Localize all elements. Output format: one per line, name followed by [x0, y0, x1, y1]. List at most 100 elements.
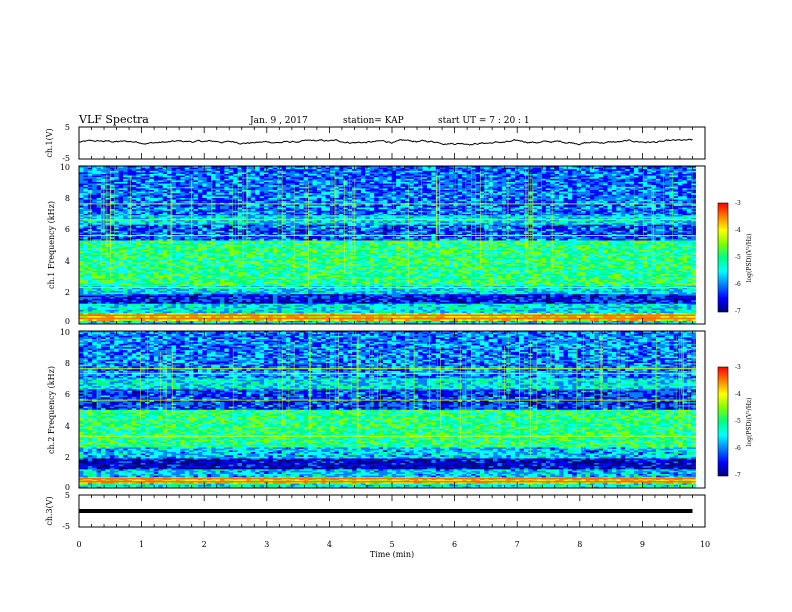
ch1-spectrogram-cell	[123, 305, 128, 307]
ch1-spectrogram-cell	[559, 319, 564, 321]
ch1-spectrogram-cell	[374, 313, 379, 315]
ch1-spectrogram-cell	[423, 321, 428, 323]
ch1-spectrogram-cell	[92, 307, 97, 309]
ch1-spectrogram-cell	[255, 313, 260, 315]
ch1-spectrogram-cell	[180, 308, 185, 310]
ch1-spectrogram-cell	[330, 303, 335, 305]
ch1-spectrogram-cell	[440, 305, 445, 307]
ch1-spectrogram-cell	[334, 313, 339, 315]
ch1-spectrogram-cell	[264, 303, 269, 305]
ch1-spectrogram-cell	[471, 313, 476, 315]
ch1-spectrogram-cell	[401, 313, 406, 315]
ch1-spectrogram-cell	[127, 319, 132, 321]
ch1-spectrogram-cell	[387, 319, 392, 321]
ch1-spectrogram-cell	[132, 303, 137, 305]
ch1-spectrogram-cell	[286, 321, 291, 323]
ch1-spectrogram-cell	[440, 307, 445, 309]
ch1-spectrogram-cell	[92, 321, 97, 323]
ch1-spectrogram-cell	[563, 319, 568, 321]
ch1-spectrogram-cell	[370, 321, 375, 323]
ch1-spectrogram-cell	[149, 305, 154, 307]
vlf-spectra-figure: VLF Spectra Jan. 9 , 2017 station= KAP s…	[0, 0, 792, 612]
ch1-spectrogram-cell	[546, 321, 551, 323]
ch1-spectrogram-cell	[194, 319, 199, 321]
ch1-spectrogram-cell	[418, 303, 423, 305]
ch1-spectrogram-cell	[665, 307, 670, 309]
ch1-spectrogram-cell	[123, 319, 128, 321]
ch1-spectrogram-cell	[145, 308, 150, 310]
ch1-spectrogram-cell	[260, 313, 265, 315]
ch1-spectrogram-cell	[370, 313, 375, 315]
ch1-spectrogram-cell	[594, 319, 599, 321]
ch1-spectrogram-cell	[114, 307, 119, 309]
ch1-spectrogram-cell	[127, 307, 132, 309]
ch1-spectrogram-cell	[594, 313, 599, 315]
ch1-spectrogram-cell	[660, 313, 665, 315]
ch1-spectrogram-cell	[136, 319, 141, 321]
ch1-spectrogram-cell	[625, 305, 630, 307]
ch1-spectrogram-cell	[317, 321, 322, 323]
ch1-spectrogram-cell	[656, 307, 661, 309]
ch1-spectrogram-cell	[141, 303, 146, 305]
ch1-spectrogram-cell	[277, 319, 282, 321]
ch1-spectrogram-cell	[299, 307, 304, 309]
ch1-spectrogram-cell	[634, 321, 639, 323]
ch1-spectrogram-cell	[652, 303, 657, 305]
ch1-spectrogram-cell	[149, 313, 154, 315]
ch1-spectrogram-cell	[101, 308, 106, 310]
ch1-spectrogram-cell	[691, 305, 696, 307]
ch1-spectrogram-cell	[348, 305, 353, 307]
ch1-spectrogram-cell	[374, 305, 379, 307]
ch1-spectrogram-cell	[229, 319, 234, 321]
ch1-spectrogram-cell	[273, 319, 278, 321]
ch1-spectrogram-cell	[339, 305, 344, 307]
ch1-spectrogram-cell	[630, 303, 635, 305]
ch1-spectrogram-cell	[136, 321, 141, 323]
ch1-spectrogram-cell	[568, 319, 573, 321]
ch1-spectrogram-cell	[207, 313, 212, 315]
ch1-spectrogram-cell	[409, 319, 414, 321]
ch1-spectrogram-cell	[79, 307, 84, 309]
ch1-spectrogram-cell	[621, 305, 626, 307]
ch1-spectrogram-cell	[308, 319, 313, 321]
ch1-spectrogram-cell	[273, 321, 278, 323]
ch1-spectrogram-cell	[308, 313, 313, 315]
ch1-spectrogram-cell	[132, 307, 137, 309]
ch1-spectrogram-cell	[533, 319, 538, 321]
ch1-spectrogram-cell	[524, 305, 529, 307]
ch1-spectrogram-cell	[88, 319, 93, 321]
ch1-spectrogram-cell	[445, 307, 450, 309]
ch1-spectrogram-cell	[339, 319, 344, 321]
ch1-spectrogram-cell	[550, 319, 555, 321]
ch1-spectrogram-cell	[220, 319, 225, 321]
ch1-spectrogram-cell	[176, 305, 181, 307]
ch1-spectrogram-cell	[471, 319, 476, 321]
ch1-spectrogram-cell	[471, 307, 476, 309]
ch1-spectrogram-cell	[233, 307, 238, 309]
ch1-spectrogram-cell	[273, 305, 278, 307]
ch1-spectrogram-cell	[467, 319, 472, 321]
ch1-spectrogram-cell	[211, 321, 216, 323]
ch1-spectrogram-cell	[348, 319, 353, 321]
ch1-spectrogram-cell	[612, 303, 617, 305]
ch1-spectrogram-cell	[634, 305, 639, 307]
ch1-ytick-bottom: -5	[62, 154, 70, 163]
ch1-spectrogram-cell	[361, 305, 366, 307]
ch1-spectrogram-cell	[409, 307, 414, 309]
ch1-spectrogram-cell	[621, 321, 626, 323]
ch1-spectrogram-cell	[383, 319, 388, 321]
ch1-spectrogram-cell	[563, 307, 568, 309]
ch1-spectrogram-cell	[379, 319, 384, 321]
ch1-spectrogram-cell	[528, 303, 533, 305]
ch1-spectrogram-cell	[449, 321, 454, 323]
ch1-spectrogram-cell	[489, 307, 494, 309]
ch1-spectrogram-cell	[599, 307, 604, 309]
ch1-spectrogram-cell	[581, 321, 586, 323]
ch1-spectrogram-cell	[379, 307, 384, 309]
ch1-spectrogram-cell	[625, 321, 630, 323]
ch1-waveform-line	[79, 139, 693, 145]
ch1-spectrogram-cell	[493, 303, 498, 305]
ch1-spectrogram-cell	[599, 319, 604, 321]
ch1-spectrogram-cell	[246, 303, 251, 305]
ch1-spectrogram-cell	[189, 303, 194, 305]
